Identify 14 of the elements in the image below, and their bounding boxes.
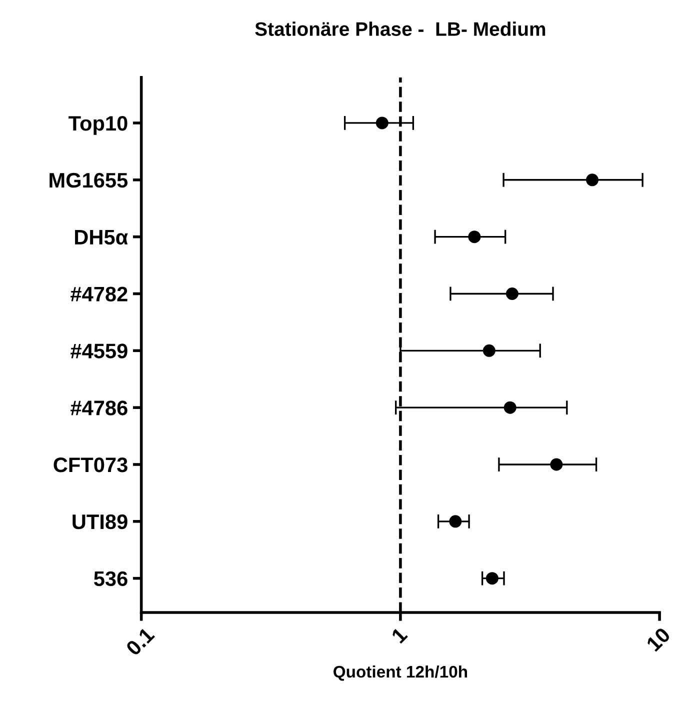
y-tick-label: MG1655	[50, 172, 128, 188]
x-tick-label: 10	[646, 626, 672, 652]
x-tick-label: 1	[390, 626, 408, 644]
y-tick-label: #4782	[70, 286, 128, 302]
y-tick-label: CFT073	[54, 457, 128, 472]
y-tick-label: DH5α	[75, 230, 128, 245]
x-tick-label: 0.1	[125, 626, 156, 656]
chart-title: Stationäre Phase - LB- Medium	[255, 22, 546, 36]
y-tick-label: #4786	[70, 400, 128, 416]
y-tick-label: UTI89	[72, 514, 128, 530]
y-tick-label: 536	[94, 571, 128, 586]
y-tick-label: Top10	[68, 116, 128, 135]
x-axis-title: Quotient 12h/10h	[334, 665, 468, 681]
y-tick-label: #4559	[70, 344, 128, 358]
